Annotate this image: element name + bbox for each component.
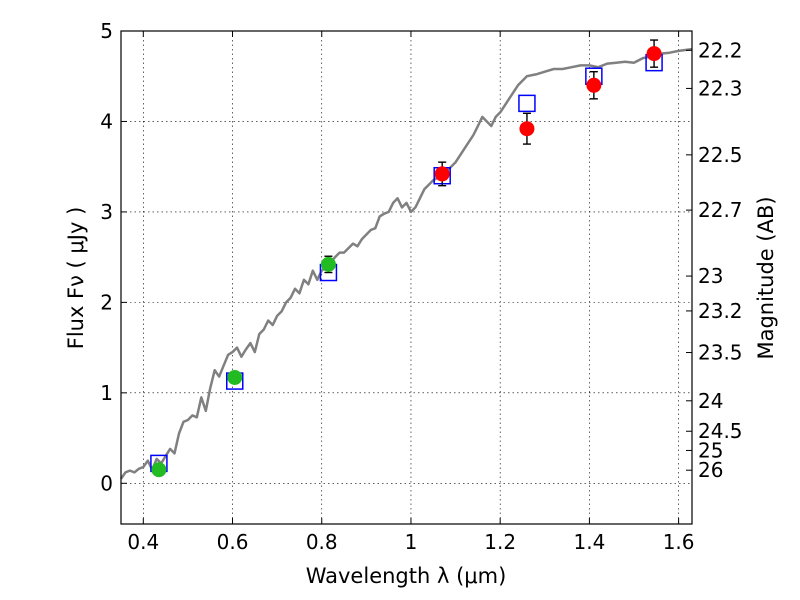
plot-frame <box>120 30 693 525</box>
observed-point-optical <box>227 369 243 385</box>
observed-point-nir <box>646 46 662 62</box>
x-tick-label: 1.6 <box>663 530 695 554</box>
y-tick-label: 4 <box>100 109 113 133</box>
x-tick-label: 1 <box>405 530 418 554</box>
y2-axis-label: Magnitude (AB) <box>754 196 778 359</box>
model-photometry-square <box>518 94 536 113</box>
x-tick-label: 0.4 <box>127 530 159 554</box>
model-spectrum-line <box>119 47 693 480</box>
magnitude-tick-label: 24.5 <box>698 419 743 443</box>
marker-layer <box>150 39 663 478</box>
magnitude-tick-label: 23.5 <box>698 341 743 365</box>
x-tick-label: 0.8 <box>306 530 338 554</box>
magnitude-tick-label: 26 <box>698 458 723 482</box>
y-tick-label: 0 <box>100 471 113 495</box>
observed-point-nir <box>519 121 535 137</box>
observed-point-optical <box>320 256 336 272</box>
y-tick-label: 5 <box>100 19 113 43</box>
magnitude-tick-label: 23.2 <box>698 299 743 323</box>
magnitude-tick-label: 22.3 <box>698 76 743 100</box>
model-spectrum-layer <box>119 47 693 480</box>
y-axis-label: Flux Fν ( μJy ) <box>64 207 88 350</box>
magnitude-tick-label: 23 <box>698 264 723 288</box>
x-tick-label: 1.4 <box>573 530 605 554</box>
y-tick-label: 1 <box>100 381 113 405</box>
magnitude-tick-label: 22.7 <box>698 198 743 222</box>
x-tick-label: 1.2 <box>484 530 516 554</box>
x-axis-label: Wavelength λ (μm) <box>306 564 507 588</box>
magnitude-tick-label: 22.2 <box>698 38 743 62</box>
magnitude-tick-label: 25 <box>698 438 723 462</box>
tick-labels: 0.4 0.6 0.8 1 1.2 1.4 1.601234522.222.322.522.… <box>100 19 742 554</box>
y-tick-label: 3 <box>100 200 113 224</box>
magnitude-tick-label: 22.5 <box>698 143 743 167</box>
observed-point-optical <box>151 462 167 478</box>
magnitude-tick-label: 24 <box>698 389 723 413</box>
y-tick-label: 2 <box>100 290 113 314</box>
observed-point-nir <box>586 77 602 93</box>
tick-marks <box>121 30 692 524</box>
x-tick-label: 0.6 <box>217 530 249 554</box>
observed-point-nir <box>434 166 450 182</box>
